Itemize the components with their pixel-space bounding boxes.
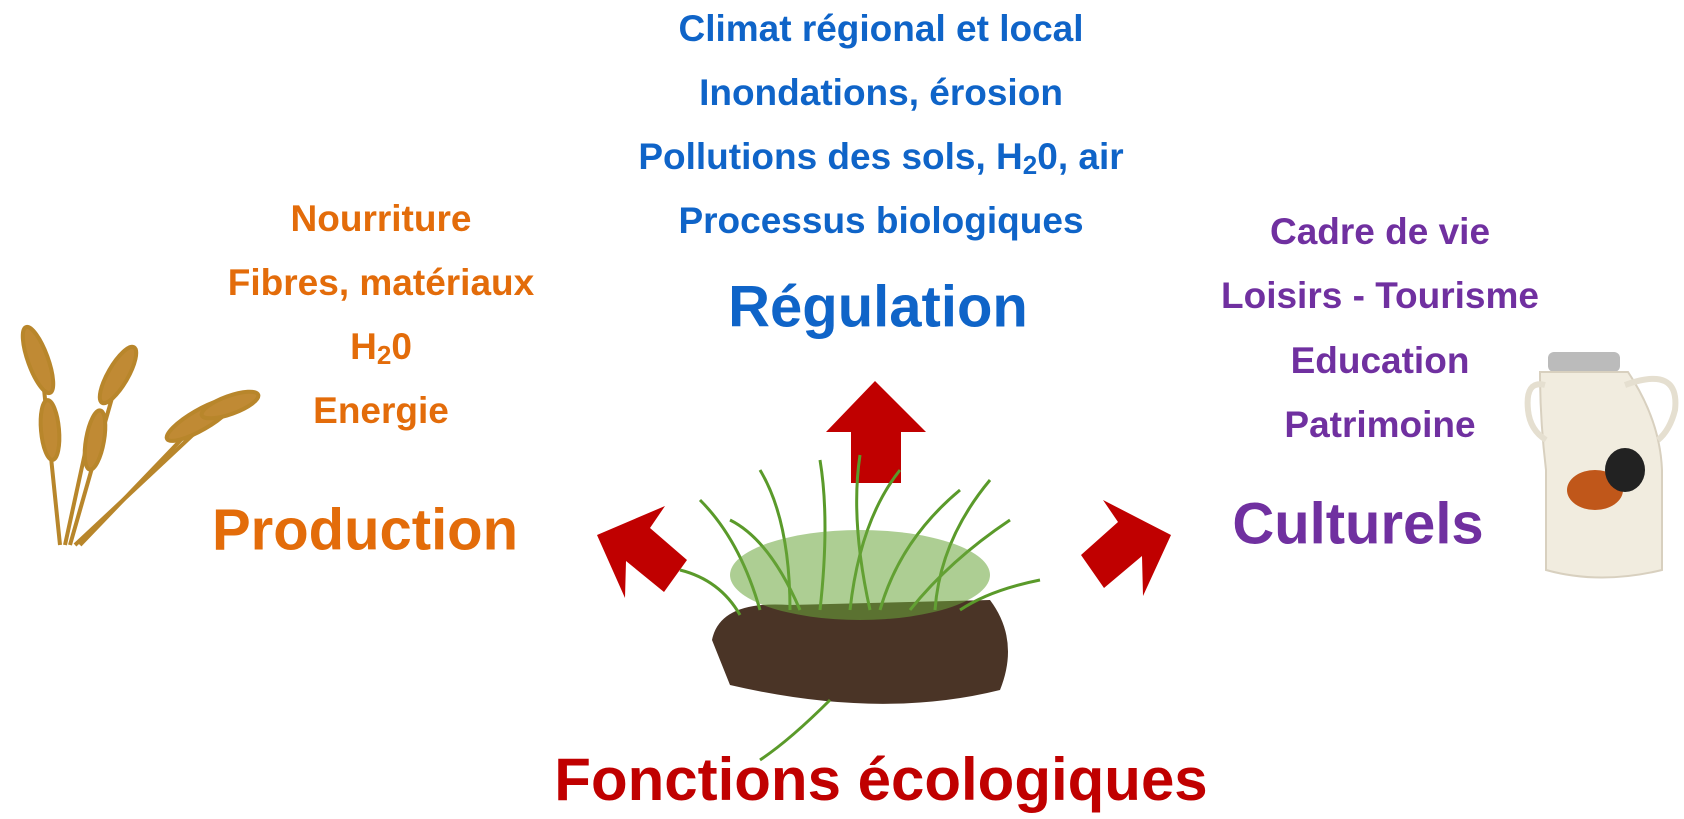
regulation-item: Pollutions des sols, H20, air [638,136,1123,180]
culturels-item: Loisirs - Tourisme [1221,275,1539,316]
text-run: H [350,326,377,367]
subscript: 2 [1023,150,1037,180]
regulation-item: Climat régional et local [678,8,1083,49]
arrow-up [826,381,926,483]
culturels-item: Cadre de vie [1270,211,1490,252]
production-item: Energie [313,390,449,431]
regulation-title: Régulation [728,274,1028,339]
text-run: Pollutions des sols, H [638,136,1022,177]
regulation-item: Processus biologiques [678,200,1083,241]
production-item: Fibres, matériaux [228,262,535,303]
regulation-item: Inondations, érosion [699,72,1063,113]
arrow-right [1081,500,1171,596]
subscript: 2 [377,340,391,370]
diagram: Climat régional et local Inondations, ér… [0,0,1684,819]
production-item: H20 [350,326,412,370]
grass-soil-image [680,455,1040,760]
production-item: Nourriture [291,198,472,239]
production-title: Production [212,497,518,562]
culturels-item: Patrimoine [1284,404,1475,445]
center-title: Fonctions écologiques [554,746,1207,813]
culturels-title: Culturels [1232,491,1483,556]
culturels-item: Education [1291,340,1470,381]
arrow-left [597,506,687,598]
milk-can-image [1528,352,1676,578]
text-run: 0, air [1037,136,1123,177]
text-run: 0 [391,326,412,367]
